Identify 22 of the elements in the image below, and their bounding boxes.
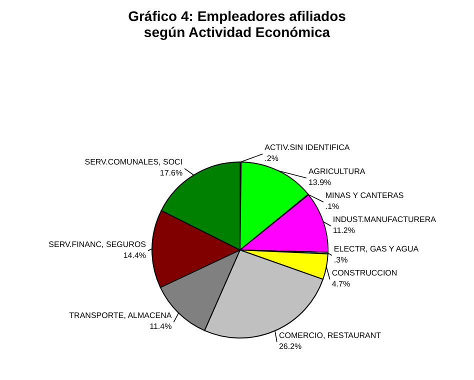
data-label: 13.9% [308, 178, 332, 187]
slice-label: AGRICULTURA [308, 167, 366, 176]
slice-label: CONSTRUCCION [332, 268, 398, 278]
slice-label: ACTIV.SIN IDENTIFICA [264, 143, 350, 152]
slice-label: MINAS Y CANTERAS [325, 191, 404, 200]
slice-label: SERV.FINANC, SEGUROS [48, 240, 146, 249]
data-label: 14.4% [123, 250, 146, 260]
text: Gráfico 4: Empleadores afiliados [128, 8, 346, 24]
text: según Actividad Económica [144, 24, 330, 40]
data-label: .1% [325, 202, 340, 211]
slice-label: INDUST.MANUFACTURERA [332, 215, 437, 224]
slice-label: TRANSPORTE, ALMACENA [69, 311, 172, 320]
data-label: .2% [264, 154, 278, 163]
data-label: 11.2% [332, 226, 355, 235]
data-label: 4.7% [332, 279, 350, 288]
data-label: 26.2% [278, 342, 302, 351]
slice-label: ELECTR, GAS Y AGUA [334, 244, 420, 254]
data-label: 11.4% [150, 322, 172, 332]
data-label: .3% [334, 255, 348, 264]
slice-label: COMERCIO, RESTAURANT [278, 330, 382, 340]
data-label: 17.6% [160, 168, 183, 178]
slice-label: SERV.COMUNALES, SOCI [84, 158, 183, 167]
